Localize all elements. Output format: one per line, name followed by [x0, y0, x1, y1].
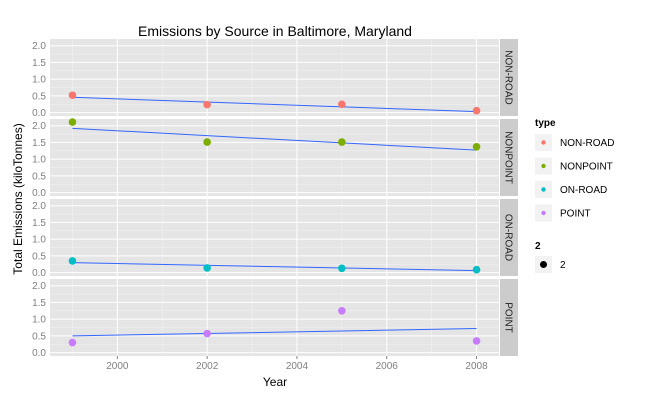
legend-label: POINT — [560, 209, 591, 220]
data-point — [203, 138, 211, 146]
data-point — [338, 307, 346, 315]
data-point — [472, 106, 481, 115]
y-tick-label: 0.5 — [32, 171, 46, 182]
facet-panels: 0.0 0.5 1.0 1.5 2.0 NON-ROAD 0.0 0.5 1.0 1.5 2.0 NO… — [32, 39, 518, 359]
facet-panel-2: 0.0 0.5 1.0 1.5 2.0 ON-ROAD — [32, 199, 518, 279]
data-point — [203, 329, 211, 338]
y-tick-label: 1.5 — [32, 298, 46, 309]
facet-panel-1: 0.0 0.5 1.0 1.5 2.0 NONPOINT — [32, 118, 518, 199]
data-point — [338, 100, 346, 109]
data-point — [203, 264, 211, 272]
legend-swatch — [541, 210, 546, 216]
data-point — [203, 100, 211, 109]
y-tick-label: 1.5 — [32, 138, 46, 149]
data-point — [472, 337, 481, 345]
y-tick-label: 1.5 — [32, 58, 46, 69]
y-tick-label: 1.5 — [32, 218, 46, 229]
legend-swatch — [541, 187, 546, 192]
y-tick-label: 0.5 — [32, 91, 46, 102]
chart-title: Emissions by Source in Baltimore, Maryla… — [138, 23, 412, 39]
facet-panel-3: 0.0 0.5 1.0 1.5 2.0 POINT — [32, 279, 518, 359]
legend-label: NON-ROAD — [560, 138, 614, 149]
legend: type 2 2 NON-ROAD NONPOINT ON-ROAD POINT — [535, 118, 614, 273]
facet-strip-label: ON-ROAD — [503, 214, 514, 261]
legend-swatch — [541, 140, 546, 145]
x-axis-title: Year — [263, 375, 287, 389]
panel-background — [50, 279, 499, 356]
data-point — [472, 142, 481, 151]
y-tick-label: 2.0 — [32, 201, 46, 212]
y-tick-label: 0.0 — [32, 108, 46, 119]
legend-label: NONPOINT — [560, 162, 613, 173]
x-tick-label: 2004 — [286, 361, 309, 372]
panel-background — [50, 119, 499, 196]
y-tick-label: 1.0 — [32, 155, 46, 166]
facet-strip-label: POINT — [503, 302, 514, 333]
data-point — [68, 118, 77, 126]
facet-strip — [500, 199, 518, 276]
y-axis-title: Total Emissions (kiloTonnes) — [11, 123, 25, 274]
data-point — [68, 257, 77, 265]
data-point — [68, 91, 77, 100]
data-point — [472, 265, 481, 274]
trend-line — [72, 328, 477, 337]
x-tick-label: 2000 — [106, 361, 129, 372]
facet-strip-label: NONPOINT — [503, 131, 514, 184]
data-point — [68, 338, 77, 347]
y-tick-label: 0.5 — [32, 251, 46, 262]
y-tick-label: 0.5 — [32, 331, 46, 342]
facet-panel-0: 0.0 0.5 1.0 1.5 2.0 NON-ROAD — [32, 39, 518, 119]
legend-swatch — [541, 163, 546, 169]
facet-strip-label: NON-ROAD — [503, 50, 514, 104]
panel-background — [50, 39, 499, 116]
legend-title: type — [535, 118, 556, 129]
legend-label: ON-ROAD — [560, 185, 607, 196]
y-tick-label: 2.0 — [32, 41, 46, 52]
data-point — [338, 138, 346, 146]
y-tick-label: 1.0 — [32, 75, 46, 86]
facet-strip — [500, 279, 518, 356]
size-legend-title: 2 — [535, 241, 541, 252]
x-tick-label: 2008 — [465, 361, 488, 372]
y-tick-label: 0.0 — [32, 348, 46, 359]
facet-strip — [500, 119, 518, 196]
size-legend-label: 2 — [560, 260, 566, 271]
x-tick-label: 2006 — [376, 361, 399, 372]
size-legend-dot — [540, 261, 547, 268]
y-tick-label: 2.0 — [32, 281, 46, 292]
data-point — [338, 264, 346, 273]
trend-line — [72, 127, 477, 151]
x-tick-label: 2002 — [196, 361, 219, 372]
y-tick-label: 0.0 — [32, 268, 46, 279]
trend-line — [72, 96, 477, 113]
trend-line — [72, 262, 477, 272]
facet-strip — [500, 39, 518, 116]
y-tick-label: 2.0 — [32, 121, 46, 132]
x-axis: 2000 2002 2004 2006 2008 — [106, 356, 488, 372]
y-tick-label: 1.0 — [32, 235, 46, 246]
y-tick-label: 0.0 — [32, 188, 46, 199]
y-tick-label: 1.0 — [32, 315, 46, 326]
